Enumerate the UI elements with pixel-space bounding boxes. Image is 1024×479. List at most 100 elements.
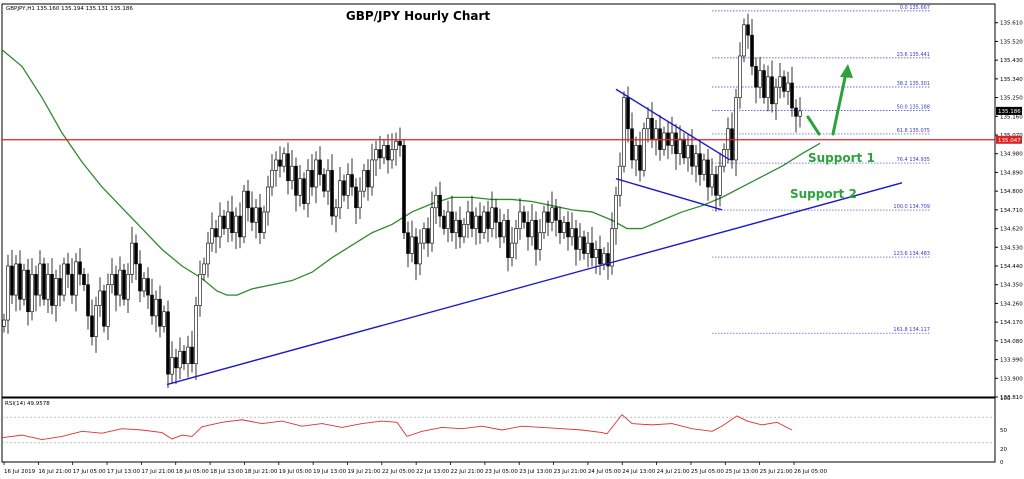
bull-candle xyxy=(642,128,646,171)
bull-candle xyxy=(210,228,214,244)
bull-candle xyxy=(518,211,522,229)
bear-candle xyxy=(150,294,154,317)
bear-candle xyxy=(506,219,510,258)
time-tick-label: 17 Jul 05:00 xyxy=(73,469,106,475)
bear-candle xyxy=(318,159,322,175)
moving-average-line xyxy=(1,49,821,296)
bear-candle xyxy=(486,211,490,229)
bull-candle xyxy=(510,242,514,258)
bear-candle xyxy=(386,145,390,161)
bear-candle xyxy=(494,207,498,223)
price-tick-label: 135.160 xyxy=(1000,114,1023,120)
bull-candle xyxy=(242,190,246,238)
bear-candle xyxy=(114,274,118,296)
bull-candle xyxy=(218,215,222,238)
bear-candle xyxy=(770,76,774,105)
bear-candle xyxy=(214,228,218,238)
bull-candle xyxy=(446,211,450,229)
bear-candle xyxy=(414,236,418,265)
bear-candle xyxy=(782,76,786,92)
fib-level-label: 0.0 135.667 xyxy=(900,5,930,11)
fib-level-label: 123.6 134.483 xyxy=(893,251,930,257)
bear-candle xyxy=(790,82,794,109)
bull-candle xyxy=(198,274,202,306)
time-tick-label: 22 Jul 05:00 xyxy=(382,469,415,475)
bull-candle xyxy=(694,153,698,167)
bull-candle xyxy=(742,24,746,57)
fib-level-label: 61.8 135.075 xyxy=(897,128,930,134)
support-1-label: Support 1 xyxy=(808,151,875,165)
pennant-upper xyxy=(615,88,731,161)
bull-candle xyxy=(346,174,350,196)
bear-candle xyxy=(182,350,186,365)
time-tick-label: 23 Jul 05:00 xyxy=(485,469,518,475)
rsi-tick-label: 50 xyxy=(1000,428,1007,434)
bull-candle xyxy=(530,219,534,238)
bull-candle xyxy=(410,236,414,254)
time-tick-label: 24 Jul 21:00 xyxy=(657,469,690,475)
fib-level-label: 38.2 135.301 xyxy=(897,81,930,87)
bear-candle xyxy=(158,298,162,327)
bull-candle xyxy=(202,263,206,275)
bear-candle xyxy=(78,261,82,275)
time-tick-label: 24 Jul 05:00 xyxy=(588,469,621,475)
time-tick-label: 19 Jul 21:00 xyxy=(347,469,380,475)
bear-candle xyxy=(322,174,326,192)
bull-candle xyxy=(6,265,10,321)
bear-candle xyxy=(138,263,142,292)
chart-symbol-line: GBPJPY,H1 135.160 135.194 135.131 135.18… xyxy=(6,6,133,12)
bull-candle xyxy=(586,242,590,254)
bear-candle xyxy=(534,219,538,250)
bear-candle xyxy=(574,228,578,250)
bull-candle xyxy=(570,228,574,238)
bear-candle xyxy=(762,70,766,98)
bull-candle xyxy=(30,274,34,313)
bear-candle xyxy=(526,222,530,238)
bull-candle xyxy=(462,224,466,238)
time-tick-label: 26 Jul 05:00 xyxy=(794,469,827,475)
bear-candle xyxy=(606,253,610,267)
bear-candle xyxy=(674,132,678,155)
bull-candle xyxy=(454,219,458,234)
candles xyxy=(2,13,802,388)
time-tick-label: 25 Jul 13:00 xyxy=(725,469,758,475)
bear-candle xyxy=(546,211,550,223)
bull-candle xyxy=(358,190,362,209)
bear-candle xyxy=(378,149,382,159)
support-2-label: Support 2 xyxy=(790,187,857,201)
green-arrows xyxy=(806,64,853,136)
time-tick-label: 17 Jul 13:00 xyxy=(107,469,140,475)
bull-candle xyxy=(206,242,210,265)
bull-candle xyxy=(170,357,174,375)
time-tick-label: 22 Jul 21:00 xyxy=(451,469,484,475)
bull-candle xyxy=(38,263,42,296)
price-tick-label: 135.430 xyxy=(1000,58,1023,64)
bull-candle xyxy=(22,269,26,300)
bull-candle xyxy=(418,242,422,265)
time-tick-label: 16 Jul 2019 xyxy=(4,469,36,475)
price-tick-label: 134.980 xyxy=(1000,152,1023,158)
bull-candle xyxy=(314,159,318,188)
bull-candle xyxy=(298,178,302,196)
price-tick-label: 135.610 xyxy=(1000,21,1023,27)
bear-candle xyxy=(134,242,138,265)
rsi-series xyxy=(1,413,995,444)
bull-candle xyxy=(670,132,674,146)
time-tick-label: 17 Jul 21:00 xyxy=(141,469,174,475)
bull-candle xyxy=(722,149,726,167)
bull-candle xyxy=(490,207,494,229)
pennant-lower xyxy=(615,177,723,211)
bull-candle xyxy=(786,82,790,92)
bull-candle xyxy=(646,118,650,130)
bear-candle xyxy=(650,118,654,140)
bull-candle xyxy=(282,153,286,167)
bear-candle xyxy=(794,107,798,117)
bull-candle xyxy=(110,274,114,286)
time-tick-label: 23 Jul 13:00 xyxy=(519,469,552,475)
bull-candle xyxy=(654,128,658,140)
bear-candle xyxy=(10,265,14,296)
fib-level-label: 161.8 134.117 xyxy=(893,327,930,333)
bull-candle xyxy=(538,232,542,250)
time-tick-label: 18 Jul 13:00 xyxy=(210,469,243,475)
